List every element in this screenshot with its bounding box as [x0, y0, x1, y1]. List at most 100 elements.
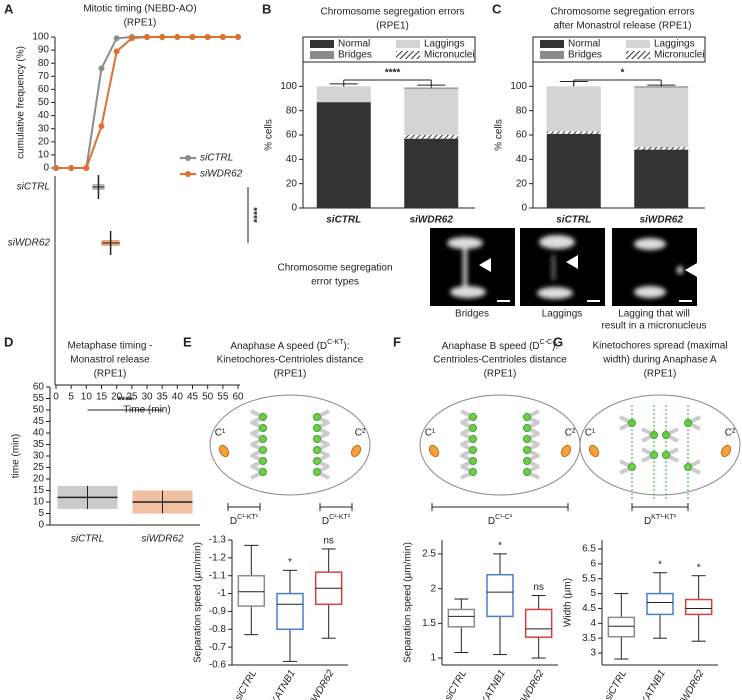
- centriole: [720, 444, 732, 458]
- kinetochore: [469, 468, 477, 476]
- y-tick-label: 10: [38, 150, 50, 161]
- panel-label: G: [553, 334, 563, 349]
- legend-label: Bridges: [568, 50, 602, 61]
- legend-swatch: [396, 40, 420, 48]
- centriole-label: C²: [725, 428, 736, 439]
- kinetochore: [259, 413, 267, 421]
- image-label: result in a micronucleus: [601, 321, 706, 332]
- y-tick-label: 40: [516, 154, 528, 165]
- y-tick-label: -0.6: [209, 660, 227, 671]
- annotation: *: [288, 557, 292, 568]
- text-part: ):: [343, 341, 349, 352]
- point: [204, 34, 211, 40]
- annotation: *: [658, 559, 662, 570]
- category-label: siWDR62: [306, 668, 337, 700]
- kinetochore: [469, 424, 477, 432]
- y-tick-label: 0: [38, 520, 44, 531]
- text-part: D: [644, 516, 651, 527]
- kinetochore: [259, 435, 267, 443]
- point: [174, 34, 181, 40]
- y-tick-label: 80: [516, 105, 528, 116]
- x-tick-label: 55: [217, 392, 229, 403]
- y-tick-label: 20: [38, 136, 50, 147]
- kinetochore: [313, 424, 321, 432]
- y-tick-label: 25: [33, 462, 45, 473]
- y-tick-label: 30: [38, 123, 50, 134]
- category-label: siCTRL: [443, 668, 469, 700]
- bar-segment: [404, 135, 459, 139]
- point: [98, 65, 105, 72]
- category-label: siKATNB1: [636, 668, 668, 700]
- significance: ****: [253, 207, 264, 223]
- image-label: Lagging that will: [618, 309, 690, 320]
- chart-title: after Monastrol release (RPE1): [554, 21, 692, 32]
- y-tick-label: 2.5: [422, 549, 436, 560]
- chart-title: Metaphase timing -: [67, 341, 152, 352]
- distance-label: DKT¹-KT²: [644, 514, 677, 526]
- point: [53, 165, 59, 171]
- kinetochore: [523, 446, 531, 454]
- y-tick-label: 60: [38, 84, 50, 95]
- bar-segment: [404, 138, 459, 208]
- legend-label: Normal: [568, 39, 600, 50]
- category-label: siCTRL: [17, 182, 50, 193]
- legend-swatch: [626, 40, 650, 48]
- chart-title: width) during Anaphase A: [602, 355, 717, 366]
- bar-segment: [546, 133, 601, 208]
- y-axis-label: time (min): [11, 434, 22, 478]
- cell-outline: [419, 394, 581, 496]
- text-part: D: [230, 516, 237, 527]
- x-tick-label: 60: [232, 392, 244, 403]
- bar-segment: [316, 102, 371, 208]
- centriole: [428, 444, 440, 458]
- chart-title: (RPE1): [644, 369, 677, 380]
- y-tick-label: 20: [516, 178, 528, 189]
- kinetochore: [469, 446, 477, 454]
- legend-box: [532, 36, 706, 63]
- chart-title: (RPE1): [124, 18, 157, 29]
- y-axis-label: cumulative frequency (%): [16, 46, 27, 159]
- panel-label: F: [393, 334, 401, 349]
- category-label: siWDR62: [516, 668, 547, 700]
- category-label: siWDR62: [410, 215, 454, 226]
- bar-segment: [634, 87, 689, 148]
- kinetochore: [662, 451, 670, 459]
- legend-label: Normal: [338, 39, 370, 50]
- image-label: Bridges: [455, 309, 489, 320]
- chart-title: Monastrol release: [70, 355, 150, 366]
- distance-label: DC¹-C²: [488, 514, 513, 526]
- category-label: siCTRL: [603, 668, 629, 700]
- y-axis-label: % cells: [264, 119, 275, 151]
- y-tick-label: 30: [33, 451, 45, 462]
- y-axis-label: Separation speed (µm/min): [193, 542, 204, 663]
- y-tick-label: 15: [33, 485, 45, 496]
- image-label: Laggings: [542, 309, 583, 320]
- y-tick-label: 2: [430, 583, 436, 594]
- y-tick-label: 40: [286, 154, 298, 165]
- y-tick-label: 1.5: [422, 618, 436, 629]
- chart-title: Anaphase A speed (DC-KT):: [230, 339, 349, 351]
- panel-label: C: [492, 1, 502, 16]
- kinetochore: [259, 446, 267, 454]
- significance: ****: [385, 68, 401, 79]
- significance: ****: [117, 396, 133, 407]
- y-tick-label: 4: [590, 618, 596, 629]
- kinetochore: [523, 413, 531, 421]
- bar-segment: [546, 86, 601, 132]
- box: [684, 598, 713, 616]
- centriole-label: C¹: [585, 428, 596, 439]
- kinetochore: [523, 457, 531, 465]
- legend-marker: [185, 155, 191, 161]
- legend-label: Micronuclei: [654, 50, 705, 61]
- point: [189, 34, 196, 40]
- y-tick-label: -0.7: [209, 642, 227, 653]
- kinetochore: [684, 463, 692, 471]
- point: [159, 34, 166, 40]
- panel-label: D: [4, 334, 13, 349]
- centriole-label: C²: [355, 428, 366, 439]
- box: [237, 574, 266, 607]
- kinetochore: [523, 468, 531, 476]
- bar-segment: [634, 147, 689, 150]
